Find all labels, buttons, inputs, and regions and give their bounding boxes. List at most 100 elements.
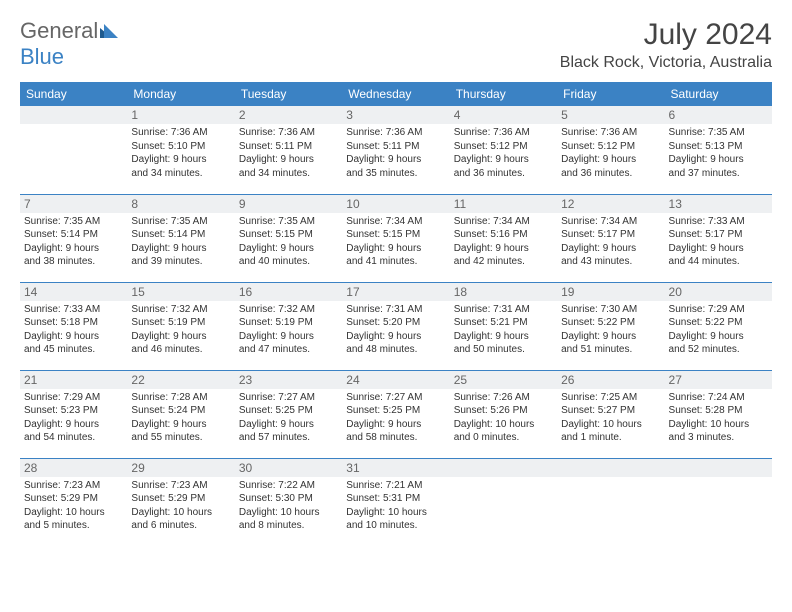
cell-text: and 36 minutes. [454,167,553,181]
cell-text: Daylight: 10 hours [131,506,230,520]
cell-text: Daylight: 9 hours [131,242,230,256]
cell-text: Sunrise: 7:34 AM [346,215,445,229]
cell-text: Daylight: 9 hours [239,153,338,167]
day-number: 8 [127,195,234,213]
cell-text: Sunrise: 7:34 AM [454,215,553,229]
title-block: July 2024 Black Rock, Victoria, Australi… [560,18,772,72]
cell-text: Sunrise: 7:33 AM [24,303,123,317]
cell-text: Daylight: 9 hours [346,153,445,167]
cell-text: and 6 minutes. [131,519,230,533]
cell-text: Sunrise: 7:36 AM [561,126,660,140]
cell-text: Sunrise: 7:35 AM [24,215,123,229]
day-number-empty [20,106,127,124]
cell-text: Daylight: 10 hours [454,418,553,432]
cell-text: Daylight: 10 hours [561,418,660,432]
cell-text: Sunrise: 7:21 AM [346,479,445,493]
cell-text: Sunrise: 7:26 AM [454,391,553,405]
cell-text: Daylight: 9 hours [24,330,123,344]
cell-text: Sunset: 5:15 PM [239,228,338,242]
cell-text: and 57 minutes. [239,431,338,445]
calendar-cell: 14Sunrise: 7:33 AMSunset: 5:18 PMDayligh… [20,282,127,370]
location-text: Black Rock, Victoria, Australia [560,54,772,72]
cell-text: Sunset: 5:25 PM [346,404,445,418]
logo: General [20,18,122,44]
day-header: Monday [127,82,234,106]
day-header: Saturday [665,82,772,106]
cell-text: Sunset: 5:22 PM [561,316,660,330]
cell-text: Sunset: 5:25 PM [239,404,338,418]
day-number: 6 [665,106,772,124]
cell-text: Sunrise: 7:31 AM [346,303,445,317]
calendar-cell: 25Sunrise: 7:26 AMSunset: 5:26 PMDayligh… [450,370,557,458]
logo-icon [100,18,120,44]
day-number: 18 [450,283,557,301]
cell-text: and 36 minutes. [561,167,660,181]
calendar-cell: 9Sunrise: 7:35 AMSunset: 5:15 PMDaylight… [235,194,342,282]
cell-text: Sunset: 5:17 PM [669,228,768,242]
cell-text: Sunset: 5:12 PM [454,140,553,154]
day-header: Sunday [20,82,127,106]
cell-text: Sunrise: 7:36 AM [454,126,553,140]
day-number: 27 [665,371,772,389]
day-number: 12 [557,195,664,213]
cell-text: Sunrise: 7:35 AM [131,215,230,229]
cell-text: Sunrise: 7:24 AM [669,391,768,405]
cell-text: Daylight: 9 hours [24,242,123,256]
cell-text: Sunrise: 7:29 AM [24,391,123,405]
calendar-cell: 15Sunrise: 7:32 AMSunset: 5:19 PMDayligh… [127,282,234,370]
cell-text: Sunrise: 7:36 AM [239,126,338,140]
cell-text: and 40 minutes. [239,255,338,269]
cell-text: Sunset: 5:10 PM [131,140,230,154]
cell-text: and 54 minutes. [24,431,123,445]
calendar-cell [665,458,772,546]
page-title: July 2024 [560,18,772,52]
day-number: 25 [450,371,557,389]
cell-text: Sunrise: 7:31 AM [454,303,553,317]
day-number: 19 [557,283,664,301]
calendar-head: SundayMondayTuesdayWednesdayThursdayFrid… [20,82,772,106]
day-number: 20 [665,283,772,301]
cell-text: and 51 minutes. [561,343,660,357]
day-header: Friday [557,82,664,106]
cell-text: Daylight: 10 hours [24,506,123,520]
cell-text: and 45 minutes. [24,343,123,357]
cell-text: Daylight: 9 hours [669,242,768,256]
cell-text: Sunset: 5:30 PM [239,492,338,506]
cell-text: Daylight: 9 hours [454,242,553,256]
cell-text: Sunset: 5:16 PM [454,228,553,242]
cell-text: and 43 minutes. [561,255,660,269]
calendar-cell: 18Sunrise: 7:31 AMSunset: 5:21 PMDayligh… [450,282,557,370]
calendar-row: 14Sunrise: 7:33 AMSunset: 5:18 PMDayligh… [20,282,772,370]
logo-text-general: General [20,18,98,44]
day-header: Tuesday [235,82,342,106]
day-number: 1 [127,106,234,124]
cell-text: Daylight: 9 hours [346,242,445,256]
cell-text: Sunrise: 7:30 AM [561,303,660,317]
day-number: 11 [450,195,557,213]
cell-text: Sunrise: 7:36 AM [346,126,445,140]
cell-text: and 1 minute. [561,431,660,445]
calendar-row: 1 Sunrise: 7:36 AM Sunset: 5:10 PM Daylight… [20,106,772,194]
calendar-cell: 24Sunrise: 7:27 AMSunset: 5:25 PMDayligh… [342,370,449,458]
cell-text: Sunrise: 7:34 AM [561,215,660,229]
cell-text: Daylight: 9 hours [669,153,768,167]
cell-text: and 48 minutes. [346,343,445,357]
cell-text: Sunset: 5:11 PM [346,140,445,154]
calendar-cell: 16Sunrise: 7:32 AMSunset: 5:19 PMDayligh… [235,282,342,370]
cell-text: Sunrise: 7:27 AM [346,391,445,405]
cell-text: and 0 minutes. [454,431,553,445]
cell-text: Daylight: 10 hours [239,506,338,520]
cell-text: Sunset: 5:20 PM [346,316,445,330]
cell-text: Sunset: 5:28 PM [669,404,768,418]
day-number: 17 [342,283,449,301]
day-number: 22 [127,371,234,389]
calendar-cell: 8Sunrise: 7:35 AMSunset: 5:14 PMDaylight… [127,194,234,282]
calendar-cell: 19Sunrise: 7:30 AMSunset: 5:22 PMDayligh… [557,282,664,370]
cell-text: Daylight: 9 hours [454,330,553,344]
cell-text: Daylight: 9 hours [669,330,768,344]
day-number-empty [665,459,772,477]
day-number: 30 [235,459,342,477]
calendar-cell: 17Sunrise: 7:31 AMSunset: 5:20 PMDayligh… [342,282,449,370]
logo-text-blue: Blue [20,44,64,70]
day-number-empty [450,459,557,477]
